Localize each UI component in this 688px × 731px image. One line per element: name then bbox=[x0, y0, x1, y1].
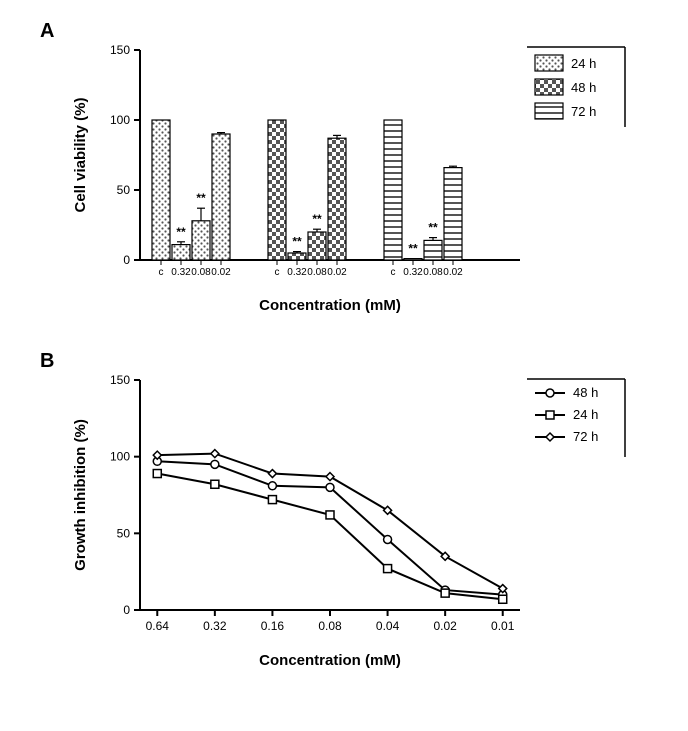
svg-text:Cell viability (%): Cell viability (%) bbox=[72, 97, 89, 212]
bar bbox=[424, 240, 442, 260]
svg-text:**: ** bbox=[408, 242, 418, 256]
bar bbox=[404, 259, 422, 260]
legend-swatch bbox=[535, 79, 563, 95]
svg-text:0.32: 0.32 bbox=[403, 267, 423, 278]
legend-label: 24 h bbox=[571, 56, 596, 71]
svg-text:0: 0 bbox=[123, 253, 130, 267]
legend-swatch bbox=[535, 103, 563, 119]
svg-text:150: 150 bbox=[110, 43, 130, 57]
bar bbox=[268, 120, 286, 260]
bar bbox=[288, 253, 306, 260]
svg-text:**: ** bbox=[292, 235, 302, 249]
legend-swatch bbox=[535, 55, 563, 71]
legend-label: 72 h bbox=[571, 104, 596, 119]
legend-label: 48 h bbox=[571, 80, 596, 95]
svg-text:0.04: 0.04 bbox=[376, 619, 400, 633]
svg-text:0.32: 0.32 bbox=[287, 267, 307, 278]
svg-text:0.02: 0.02 bbox=[327, 267, 347, 278]
svg-text:0.08: 0.08 bbox=[191, 267, 211, 278]
svg-text:100: 100 bbox=[110, 113, 130, 127]
svg-text:50: 50 bbox=[117, 526, 131, 540]
svg-text:150: 150 bbox=[110, 373, 130, 387]
svg-text:50: 50 bbox=[117, 183, 131, 197]
bar bbox=[152, 120, 170, 260]
legend-label: 24 h bbox=[573, 407, 598, 422]
svg-text:**: ** bbox=[312, 212, 322, 226]
svg-text:**: ** bbox=[176, 225, 186, 239]
figure-container: A 050100150Cell viability (%)c0.320.080.… bbox=[20, 20, 668, 710]
svg-text:c: c bbox=[391, 267, 396, 278]
bar bbox=[172, 245, 190, 260]
bar bbox=[328, 138, 346, 260]
svg-text:100: 100 bbox=[110, 450, 130, 464]
svg-text:**: ** bbox=[428, 221, 438, 235]
legend-label: 72 h bbox=[573, 429, 598, 444]
svg-text:**: ** bbox=[196, 191, 206, 205]
bar bbox=[444, 168, 462, 260]
svg-text:0: 0 bbox=[123, 603, 130, 617]
series-line bbox=[157, 474, 502, 600]
svg-text:c: c bbox=[275, 267, 280, 278]
svg-text:0.08: 0.08 bbox=[318, 619, 342, 633]
svg-text:0.02: 0.02 bbox=[211, 267, 231, 278]
panel-b-chart: 0 50 100 150 Growth inhibition (%) 0.64 0.32 0.… bbox=[20, 350, 668, 710]
svg-text:0.02: 0.02 bbox=[443, 267, 463, 278]
panel-a-chart: 050100150Cell viability (%)c0.320.080.02… bbox=[20, 20, 668, 350]
bar bbox=[308, 232, 326, 260]
svg-text:0.32: 0.32 bbox=[171, 267, 191, 278]
svg-text:0.02: 0.02 bbox=[433, 619, 457, 633]
svg-text:Growth inhibition (%): Growth inhibition (%) bbox=[72, 419, 89, 571]
svg-text:0.16: 0.16 bbox=[261, 619, 285, 633]
svg-text:0.32: 0.32 bbox=[203, 619, 227, 633]
svg-text:c: c bbox=[159, 267, 164, 278]
panel-a-label: A bbox=[40, 20, 54, 43]
bar bbox=[384, 120, 402, 260]
panel-b-label: B bbox=[40, 350, 54, 373]
svg-text:0.64: 0.64 bbox=[146, 619, 170, 633]
bar bbox=[212, 134, 230, 260]
svg-text:0.01: 0.01 bbox=[491, 619, 515, 633]
legend-label: 48 h bbox=[573, 385, 598, 400]
svg-text:0.08: 0.08 bbox=[423, 267, 443, 278]
bar bbox=[192, 221, 210, 260]
svg-text:0.08: 0.08 bbox=[307, 267, 327, 278]
svg-text:Concentration (mM): Concentration (mM) bbox=[259, 297, 401, 314]
svg-text:Concentration (mM): Concentration (mM) bbox=[259, 652, 401, 669]
